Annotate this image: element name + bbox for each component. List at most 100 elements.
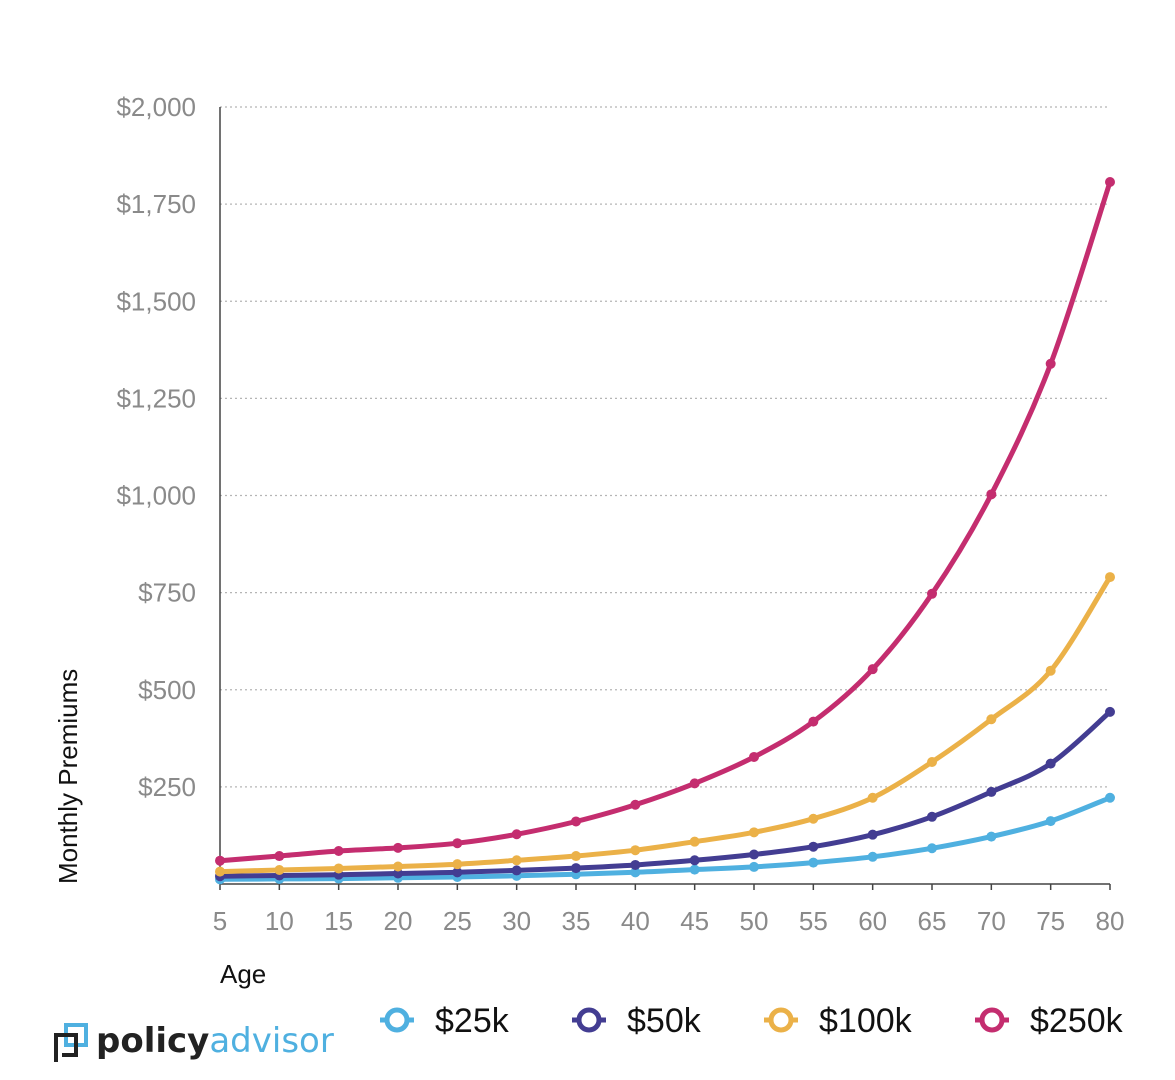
data-point bbox=[274, 865, 285, 876]
x-tick-label: 30 bbox=[502, 906, 531, 936]
data-point bbox=[452, 867, 463, 878]
data-point bbox=[808, 813, 819, 824]
data-point bbox=[1105, 792, 1115, 803]
data-point bbox=[630, 845, 641, 856]
series-line bbox=[217, 179, 1113, 864]
y-tick-label: $2,000 bbox=[116, 92, 196, 122]
policyadvisor-logo: policyadvisor bbox=[54, 1021, 334, 1062]
legend-marker-icon bbox=[768, 1007, 794, 1033]
series-line bbox=[217, 795, 1113, 882]
logo-mark-icon bbox=[54, 1023, 88, 1062]
data-point bbox=[333, 845, 344, 856]
data-point bbox=[571, 816, 581, 827]
legend-marker-icon bbox=[979, 1007, 1005, 1033]
y-tick-label: $1,000 bbox=[116, 481, 196, 511]
legend-marker-icon bbox=[576, 1007, 602, 1033]
data-point bbox=[689, 864, 700, 875]
data-point bbox=[511, 855, 522, 866]
series-lines bbox=[215, 176, 1115, 885]
data-point bbox=[927, 843, 937, 854]
logo-word-advisor: advisor bbox=[209, 1021, 334, 1061]
legend-marker-icon bbox=[384, 1007, 410, 1033]
data-point bbox=[630, 859, 641, 870]
data-point bbox=[1045, 758, 1056, 769]
data-point bbox=[452, 838, 463, 849]
series-line bbox=[217, 709, 1113, 879]
data-point bbox=[927, 757, 937, 768]
x-tick-label: 15 bbox=[324, 906, 353, 936]
legend-item: $250k bbox=[975, 1002, 1124, 1040]
data-point bbox=[749, 827, 759, 838]
data-point bbox=[986, 831, 997, 842]
legend-item: $100k bbox=[764, 1002, 913, 1040]
data-point bbox=[1105, 706, 1115, 717]
data-point bbox=[1105, 572, 1115, 583]
y-tick-label: $1,500 bbox=[116, 286, 196, 316]
series-line bbox=[217, 574, 1113, 875]
data-point bbox=[749, 849, 759, 860]
data-point bbox=[867, 851, 878, 862]
legend-item: $25k bbox=[380, 1002, 510, 1040]
legend-label: $50k bbox=[627, 1002, 702, 1040]
x-tick-label: 35 bbox=[562, 906, 591, 936]
legend-label: $25k bbox=[435, 1002, 510, 1040]
x-tick-label: 75 bbox=[1036, 906, 1065, 936]
data-point bbox=[867, 829, 878, 840]
x-tick-label: 25 bbox=[443, 906, 472, 936]
y-tick-labels: $250 $500 $750 $1,000 $1,250 $1,500 $1,750 $2,0… bbox=[116, 92, 196, 802]
data-point bbox=[749, 861, 759, 872]
x-tick-labels: 5 10 15 20 25 30 35 40 45 50 55 60 65 70 75 80 bbox=[213, 884, 1125, 936]
data-point bbox=[986, 786, 997, 797]
series-250k bbox=[215, 176, 1115, 866]
data-point bbox=[808, 841, 819, 852]
x-tick-label: 20 bbox=[384, 906, 413, 936]
legend: $25k $50k $100k $250k bbox=[380, 1002, 1124, 1040]
data-point bbox=[511, 865, 522, 876]
x-tick-label: 80 bbox=[1096, 906, 1125, 936]
y-tick-label: $500 bbox=[138, 675, 196, 705]
data-point bbox=[927, 811, 937, 822]
data-point bbox=[630, 867, 641, 878]
y-tick-label: $750 bbox=[138, 578, 196, 608]
y-axis-title: Monthly Premiums bbox=[53, 669, 83, 884]
grid-lines bbox=[220, 106, 1110, 788]
data-point bbox=[630, 799, 641, 810]
data-point bbox=[689, 855, 700, 866]
data-point bbox=[333, 863, 344, 874]
data-point bbox=[511, 829, 522, 840]
data-point bbox=[215, 866, 225, 877]
legend-label: $250k bbox=[1030, 1002, 1124, 1040]
series-100k bbox=[215, 572, 1115, 877]
y-tick-label: $1,250 bbox=[116, 383, 196, 413]
data-point bbox=[689, 836, 700, 847]
logo-word-policy: policy bbox=[96, 1021, 209, 1061]
y-tick-label: $1,750 bbox=[116, 189, 196, 219]
data-point bbox=[393, 868, 403, 879]
series-50k bbox=[215, 706, 1115, 882]
y-tick-label: $250 bbox=[138, 772, 196, 802]
data-point bbox=[749, 751, 759, 762]
x-tick-label: 60 bbox=[858, 906, 887, 936]
x-tick-label: 5 bbox=[213, 906, 227, 936]
data-point bbox=[452, 859, 463, 870]
data-point bbox=[1045, 816, 1056, 827]
data-point bbox=[571, 851, 581, 862]
axes bbox=[219, 107, 1110, 885]
x-tick-label: 50 bbox=[740, 906, 769, 936]
data-point bbox=[927, 588, 937, 599]
legend-label: $100k bbox=[819, 1002, 913, 1040]
x-tick-label: 70 bbox=[977, 906, 1006, 936]
data-point bbox=[986, 714, 997, 725]
data-point bbox=[1045, 358, 1056, 369]
data-point bbox=[215, 855, 225, 866]
x-axis-title: Age bbox=[220, 959, 266, 989]
data-point bbox=[1045, 665, 1056, 676]
x-tick-label: 55 bbox=[799, 906, 828, 936]
x-tick-label: 45 bbox=[680, 906, 709, 936]
data-point bbox=[867, 664, 878, 675]
data-point bbox=[986, 489, 997, 500]
data-point bbox=[571, 863, 581, 874]
x-tick-label: 65 bbox=[918, 906, 947, 936]
legend-item: $50k bbox=[572, 1002, 702, 1040]
